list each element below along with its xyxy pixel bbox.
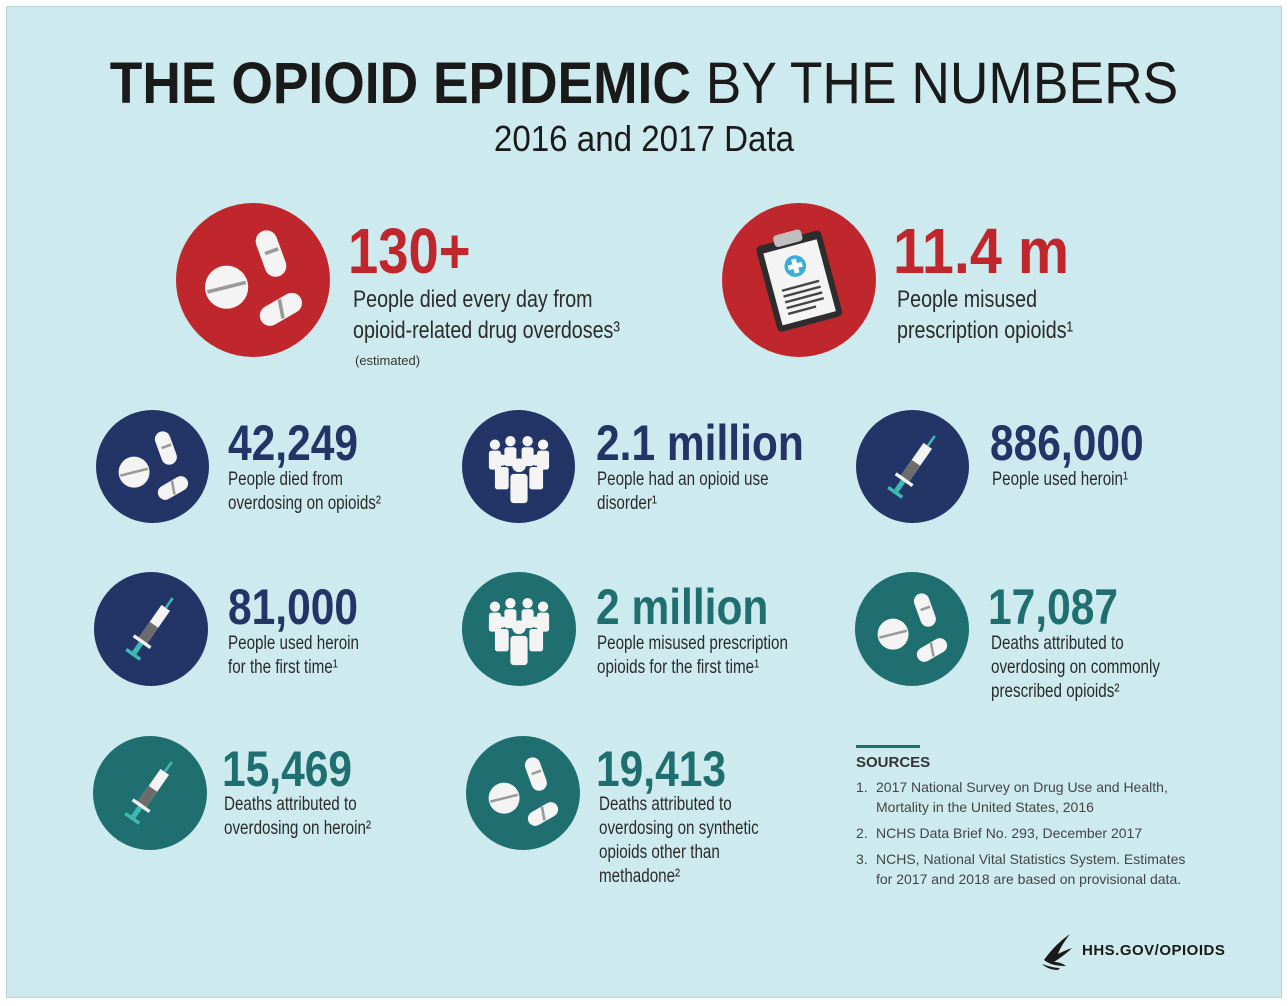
- source-number: 2.: [856, 825, 868, 841]
- pills-icon: [855, 572, 969, 686]
- people-group-icon: [462, 572, 576, 686]
- syringe-icon: [856, 410, 969, 523]
- syringe-icon: [94, 572, 208, 686]
- source-number: 3.: [856, 851, 868, 867]
- stat-desc-deaths-per-day: People died every day from opioid-relate…: [353, 286, 620, 344]
- stat-number-misused-first-time: 2 million: [596, 579, 769, 635]
- page-subtitle: 2016 and 2017 Data: [493, 118, 795, 159]
- title-light: BY THE NUMBERS: [705, 51, 1179, 116]
- source-item: 2. NCHS Data Brief No. 293, December 201…: [856, 823, 1216, 843]
- hhs-logo[interactable]: HHS.GOV/OPIOIDS: [1040, 930, 1225, 970]
- source-item: 1. 2017 National Survey on Drug Use and …: [856, 777, 1216, 817]
- stat-desc-died-overdosing: People died from overdosing on opioids²: [228, 469, 381, 514]
- page-title: THE OPIOID EPIDEMIC BY THE NUMBERS: [52, 52, 1237, 116]
- stat-number-heroin-deaths: 15,469: [222, 741, 352, 797]
- source-text: 2017 National Survey on Drug Use and Hea…: [876, 779, 1168, 815]
- stat-number-died-overdosing: 42,249: [228, 415, 358, 471]
- stat-number-use-disorder: 2.1 million: [596, 415, 804, 471]
- logo-text: HHS.GOV/OPIOIDS: [1082, 941, 1226, 959]
- pills-icon: [466, 736, 580, 850]
- infographic-frame: [6, 6, 1282, 998]
- stat-note-estimated: (estimated): [355, 353, 421, 368]
- sources-heading: SOURCES: [856, 754, 931, 771]
- stat-desc-heroin-deaths: Deaths attributed to overdosing on heroi…: [224, 794, 372, 839]
- stat-number-synthetic-deaths: 19,413: [596, 741, 726, 797]
- stat-desc-use-disorder: People had an opioid use disorder¹: [597, 469, 769, 514]
- stat-number-misused-prescription: 11.4 m: [893, 215, 1070, 287]
- pills-icon: [176, 203, 330, 357]
- stat-desc-misused-first-time: People misused prescription opioids for …: [597, 633, 788, 678]
- stat-desc-synthetic-deaths: Deaths attributed to overdosing on synth…: [599, 794, 759, 887]
- stat-number-common-prescribed-deaths: 17,087: [988, 579, 1118, 635]
- source-text: NCHS Data Brief No. 293, December 2017: [876, 825, 1143, 841]
- source-item: 3. NCHS, National Vital Statistics Syste…: [856, 849, 1216, 889]
- stat-number-heroin-first-time: 81,000: [228, 579, 358, 635]
- sources-divider: [856, 745, 920, 748]
- title-bold: THE OPIOID EPIDEMIC: [109, 51, 691, 116]
- people-group-icon: [462, 410, 575, 523]
- pills-icon: [96, 410, 209, 523]
- stat-desc-common-prescribed-deaths: Deaths attributed to overdosing on commo…: [991, 633, 1160, 702]
- stat-desc-used-heroin: People used heroin¹: [992, 469, 1129, 490]
- stat-desc-heroin-first-time: People used heroin for the first time¹: [228, 633, 359, 678]
- source-number: 1.: [856, 779, 868, 795]
- sources-list: 1. 2017 National Survey on Drug Use and …: [856, 777, 1216, 889]
- stat-desc-misused-prescription: People misused prescription opioids¹: [897, 286, 1074, 344]
- hhs-eagle-icon: [1042, 934, 1072, 970]
- syringe-icon: [93, 736, 207, 850]
- clipboard-prescription-icon: [722, 203, 876, 357]
- stat-number-used-heroin: 886,000: [990, 415, 1144, 471]
- source-text: NCHS, National Vital Statistics System. …: [876, 851, 1186, 887]
- stat-number-deaths-per-day: 130+: [348, 215, 471, 287]
- sources-block: SOURCES 1. 2017 National Survey on Drug …: [856, 745, 1216, 895]
